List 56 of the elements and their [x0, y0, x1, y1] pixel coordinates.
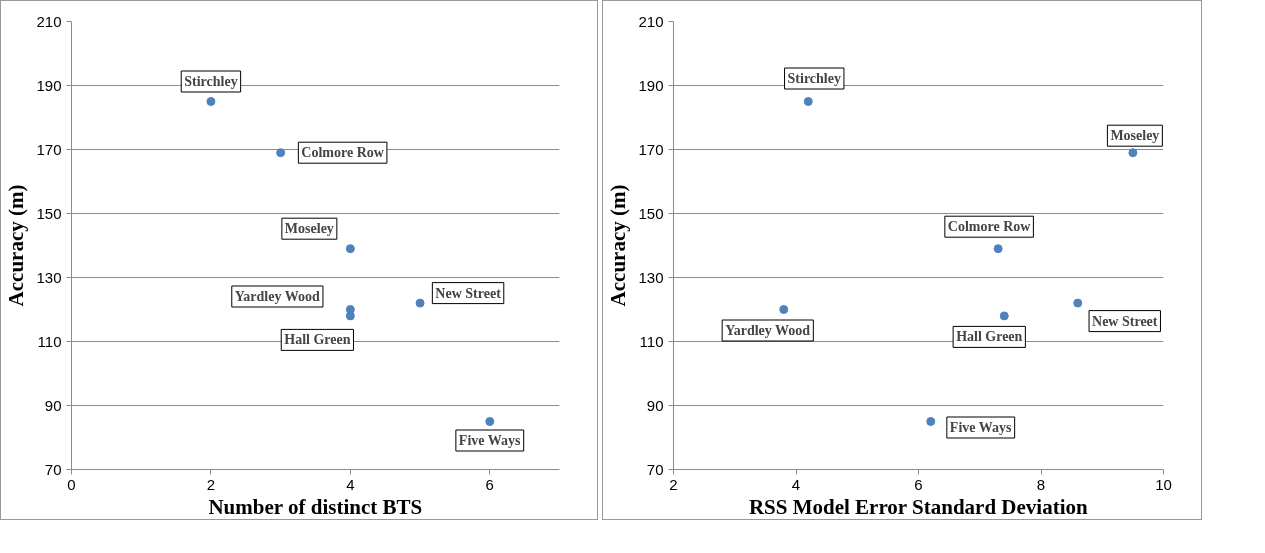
y-tick-label: 130: [638, 268, 664, 286]
point: [999, 311, 1009, 321]
annotation: Stirchley: [787, 71, 841, 86]
point: [485, 417, 495, 426]
y-tick-label: 170: [36, 140, 62, 158]
annotation: Colmore Row: [301, 145, 385, 161]
y-tick-label: 210: [638, 12, 664, 30]
point: [345, 311, 355, 321]
x-tick-label: 0: [67, 475, 76, 493]
annotation: Hall Green: [284, 332, 351, 348]
point: [926, 417, 936, 426]
annotation: Yardley Wood: [725, 323, 811, 338]
y-tick-label: 170: [638, 140, 664, 158]
x-tick-label: 6: [485, 475, 494, 493]
y-tick-label: 110: [37, 332, 62, 350]
x-tick-label: 10: [1155, 475, 1172, 493]
point: [993, 244, 1003, 254]
point: [779, 305, 789, 314]
y-tick-label: 130: [36, 268, 62, 286]
y-tick-label: 190: [36, 76, 62, 94]
x-tick-label: 4: [346, 475, 355, 493]
x-tick-label: 2: [206, 475, 216, 493]
annotation: New Street: [435, 285, 502, 301]
y-tick-label: 70: [44, 460, 62, 478]
point: [206, 97, 216, 106]
x-tick-label: 2: [669, 475, 678, 493]
y-tick-label: 150: [36, 204, 62, 222]
y-tick-label: 210: [36, 12, 62, 30]
annotation: Five Ways: [458, 433, 521, 448]
annotation: Yardley Wood: [234, 289, 320, 304]
annotation: Moseley: [284, 221, 334, 237]
point: [803, 97, 813, 106]
x-tick-label: 8: [1036, 475, 1046, 493]
point: [276, 148, 286, 158]
x-axis-title: RSS Model Error Standard Deviation: [748, 494, 1089, 519]
point: [1128, 148, 1138, 158]
annotation: Moseley: [1110, 128, 1160, 144]
x-axis-title: Number of distinct BTS: [208, 494, 423, 519]
y-tick-label: 190: [638, 76, 664, 94]
y-tick-label: 70: [646, 460, 664, 478]
y-axis-title: Accuracy (m): [606, 184, 631, 307]
x-tick-label: 4: [791, 475, 801, 493]
annotation: New Street: [1092, 313, 1158, 329]
point: [345, 244, 355, 254]
y-tick-label: 150: [638, 204, 664, 222]
annotation: Stirchley: [184, 74, 238, 89]
y-tick-label: 90: [646, 396, 664, 414]
point: [415, 298, 425, 308]
y-tick-label: 90: [44, 396, 62, 414]
point: [1073, 298, 1083, 308]
y-axis-title: Accuracy (m): [4, 184, 29, 307]
y-tick-label: 110: [639, 332, 664, 350]
annotation: Five Ways: [949, 420, 1012, 435]
annotation: Colmore Row: [947, 219, 1032, 235]
x-tick-label: 6: [914, 475, 923, 493]
annotation: Hall Green: [956, 329, 1023, 345]
